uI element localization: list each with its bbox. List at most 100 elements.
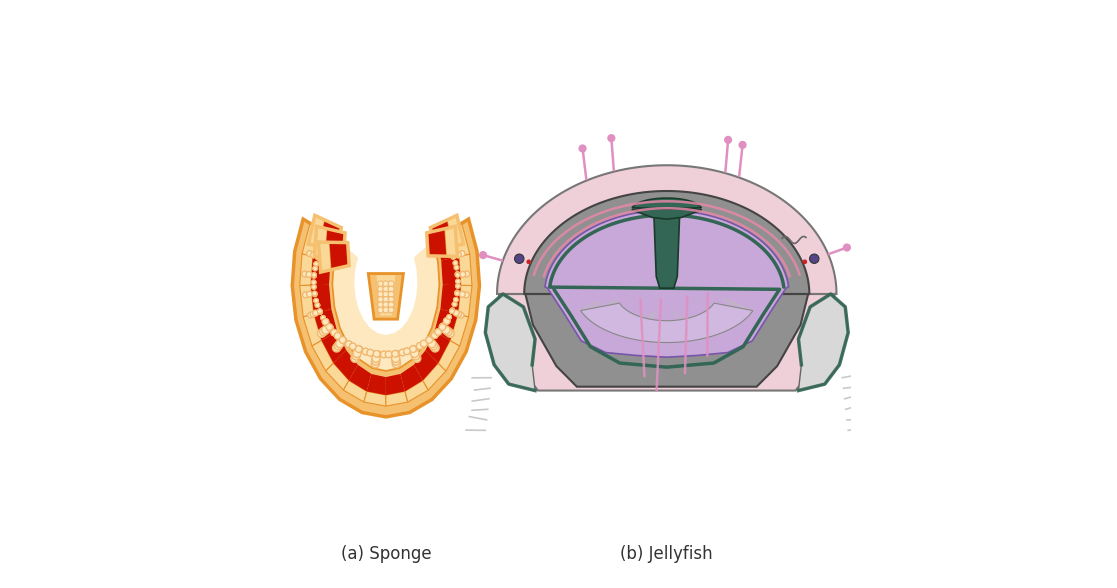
Circle shape xyxy=(399,349,405,356)
Circle shape xyxy=(426,337,432,343)
Circle shape xyxy=(317,309,322,313)
Circle shape xyxy=(315,303,319,308)
Circle shape xyxy=(389,281,394,287)
Polygon shape xyxy=(414,350,438,380)
Polygon shape xyxy=(799,294,848,390)
Circle shape xyxy=(450,253,456,258)
Text: (b) Jellyfish: (b) Jellyfish xyxy=(620,545,713,563)
Circle shape xyxy=(411,349,419,358)
Circle shape xyxy=(333,344,341,352)
Circle shape xyxy=(374,350,381,357)
Circle shape xyxy=(435,329,441,335)
Circle shape xyxy=(450,253,456,258)
Circle shape xyxy=(426,337,432,343)
Circle shape xyxy=(316,255,321,259)
Circle shape xyxy=(334,333,341,339)
Circle shape xyxy=(431,332,438,339)
Circle shape xyxy=(393,350,399,357)
Polygon shape xyxy=(524,191,810,387)
Circle shape xyxy=(411,346,417,352)
Circle shape xyxy=(389,291,394,297)
Circle shape xyxy=(340,337,346,343)
Circle shape xyxy=(724,136,733,144)
Circle shape xyxy=(319,328,327,336)
Polygon shape xyxy=(458,285,472,317)
Circle shape xyxy=(381,351,388,358)
Circle shape xyxy=(318,249,323,253)
Circle shape xyxy=(356,346,363,353)
Circle shape xyxy=(362,348,369,355)
Polygon shape xyxy=(366,374,385,395)
Circle shape xyxy=(350,343,356,350)
Polygon shape xyxy=(423,363,446,390)
Circle shape xyxy=(392,350,399,357)
Circle shape xyxy=(479,251,487,259)
Circle shape xyxy=(447,315,451,319)
Circle shape xyxy=(455,272,460,276)
Polygon shape xyxy=(497,165,837,390)
Polygon shape xyxy=(293,219,479,417)
Polygon shape xyxy=(303,314,322,346)
Circle shape xyxy=(314,262,318,266)
Circle shape xyxy=(443,318,450,325)
Circle shape xyxy=(353,349,361,358)
Circle shape xyxy=(345,341,352,348)
Circle shape xyxy=(326,325,333,331)
Circle shape xyxy=(431,344,439,352)
Circle shape xyxy=(373,350,380,357)
Circle shape xyxy=(383,302,389,308)
Circle shape xyxy=(313,292,317,297)
Circle shape xyxy=(410,346,417,352)
Circle shape xyxy=(317,309,322,313)
Circle shape xyxy=(366,349,373,356)
Circle shape xyxy=(399,349,405,356)
Circle shape xyxy=(427,336,433,343)
Circle shape xyxy=(326,325,333,331)
Circle shape xyxy=(431,332,438,339)
Polygon shape xyxy=(311,256,331,285)
Circle shape xyxy=(454,310,459,316)
Circle shape xyxy=(420,340,427,347)
Circle shape xyxy=(442,326,450,334)
Circle shape xyxy=(456,279,460,284)
Circle shape xyxy=(374,350,381,357)
Circle shape xyxy=(392,350,399,357)
Circle shape xyxy=(456,279,460,284)
Circle shape xyxy=(456,273,460,278)
Circle shape xyxy=(440,323,447,330)
Circle shape xyxy=(302,271,308,277)
Circle shape xyxy=(316,255,321,259)
Circle shape xyxy=(326,324,333,330)
Circle shape xyxy=(403,348,410,355)
Circle shape xyxy=(440,323,447,330)
Circle shape xyxy=(412,354,421,362)
Circle shape xyxy=(326,324,333,330)
Circle shape xyxy=(322,319,328,325)
Circle shape xyxy=(322,326,330,334)
Polygon shape xyxy=(326,363,349,390)
Polygon shape xyxy=(322,331,346,363)
Polygon shape xyxy=(440,285,461,314)
Circle shape xyxy=(455,290,459,295)
Circle shape xyxy=(366,349,373,356)
Circle shape xyxy=(392,357,400,365)
Circle shape xyxy=(411,346,417,352)
Circle shape xyxy=(608,134,615,142)
Circle shape xyxy=(373,350,380,357)
Circle shape xyxy=(435,329,441,335)
Circle shape xyxy=(372,357,380,365)
Circle shape xyxy=(431,332,438,339)
Circle shape xyxy=(362,348,369,355)
Circle shape xyxy=(443,318,450,325)
Polygon shape xyxy=(435,309,458,340)
Circle shape xyxy=(455,265,459,270)
Polygon shape xyxy=(343,380,366,402)
Polygon shape xyxy=(319,220,342,249)
Polygon shape xyxy=(445,226,457,256)
Circle shape xyxy=(426,337,432,343)
Circle shape xyxy=(459,250,465,256)
Circle shape xyxy=(456,283,460,288)
Circle shape xyxy=(303,292,308,298)
Circle shape xyxy=(446,329,455,338)
Circle shape xyxy=(399,349,405,356)
